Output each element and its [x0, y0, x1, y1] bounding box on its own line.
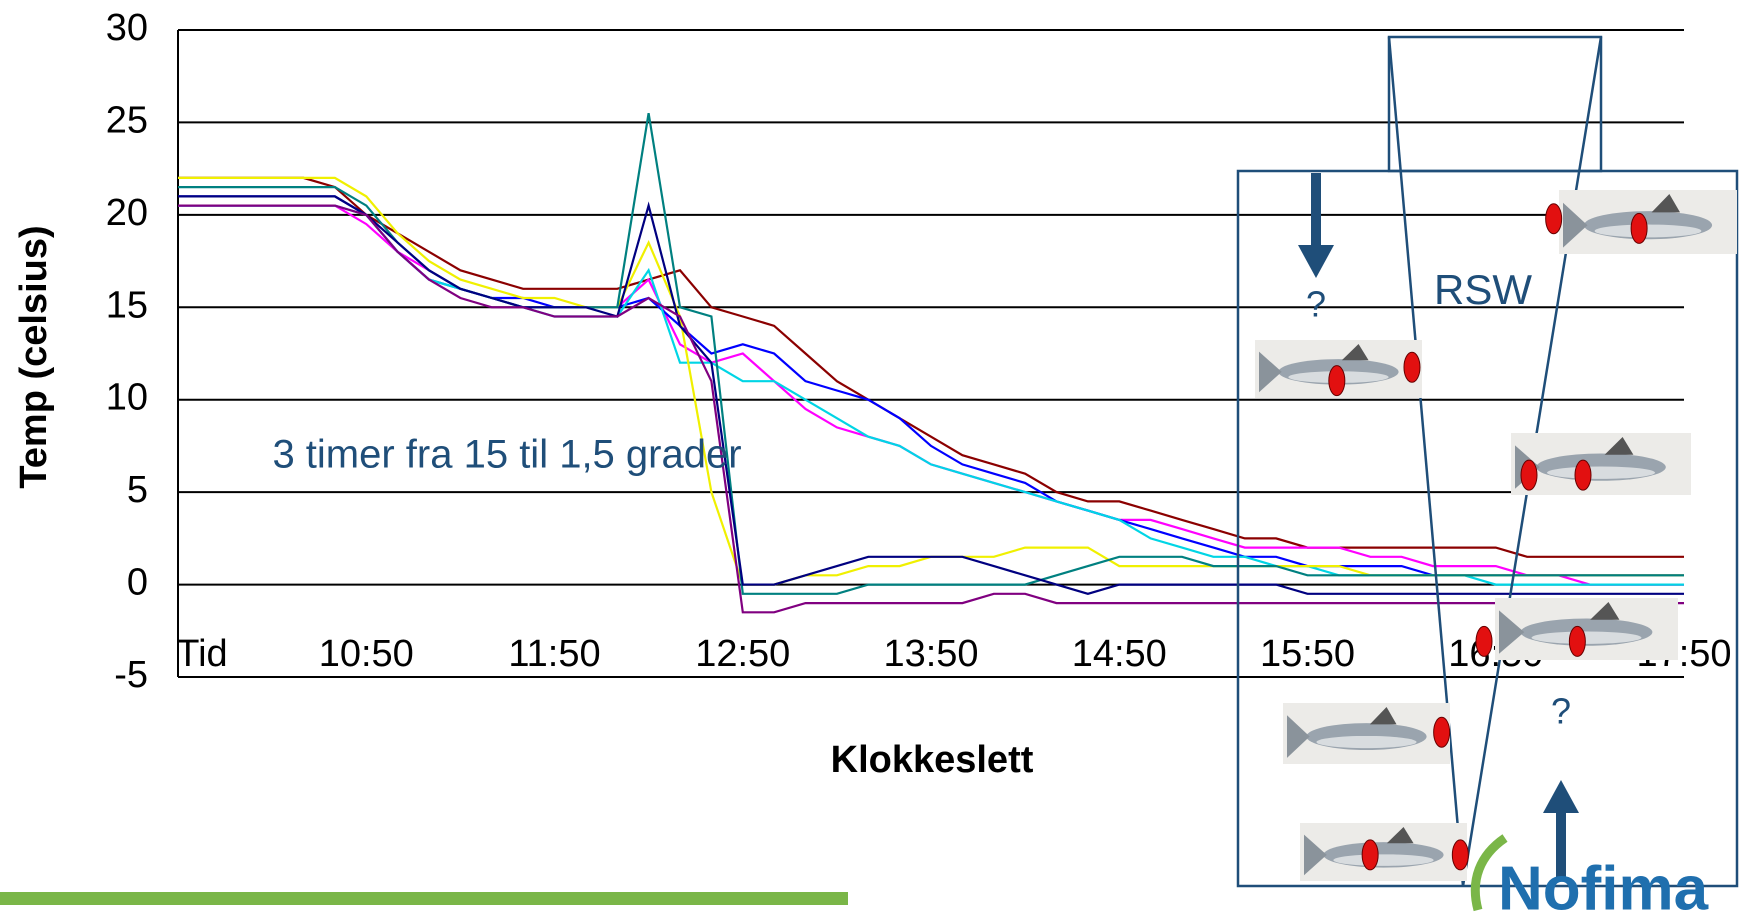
rsw-diagram: ? ? RSW — [1238, 37, 1737, 886]
fish-belly — [1532, 631, 1642, 643]
fish-belly — [1316, 736, 1416, 748]
chart: -5 0 5 10 15 20 25 30 Tid 10:50 11:50 12:50 13:50 14:… — [0, 0, 1749, 922]
fish-marker — [1476, 626, 1492, 656]
fish-marker — [1575, 460, 1591, 490]
series-line — [178, 206, 1684, 585]
box-top — [1389, 37, 1601, 171]
arrow-up-head — [1543, 780, 1579, 813]
y-tick-label: 5 — [127, 469, 148, 511]
series-line — [178, 196, 1684, 575]
series-line — [178, 178, 1684, 585]
fish-marker — [1546, 204, 1562, 234]
fish-marker — [1452, 840, 1468, 870]
y-tick-label: 0 — [127, 562, 148, 604]
fish-marker — [1434, 717, 1450, 747]
x-tick-label: 15:50 — [1260, 633, 1355, 675]
fish-marker — [1631, 213, 1647, 243]
x-tick-label: 11:50 — [508, 633, 600, 675]
series-line — [178, 206, 1684, 585]
y-tick-label: 15 — [106, 284, 148, 326]
arrow-down-head — [1298, 245, 1334, 278]
fish-marker — [1404, 352, 1420, 382]
series-line — [178, 113, 1684, 594]
y-tick-label: 10 — [106, 377, 148, 419]
y-tick-label: 30 — [106, 7, 148, 49]
fish-marker — [1362, 840, 1378, 870]
x-tick-label: 13:50 — [883, 633, 978, 675]
green-bar — [0, 892, 848, 905]
y-tick-label: 20 — [106, 192, 148, 234]
fish-marker — [1521, 460, 1537, 490]
x-tick-label: Tid — [176, 633, 227, 675]
fish-marker — [1329, 366, 1345, 396]
series-line — [178, 178, 1684, 557]
fish-belly — [1595, 225, 1702, 238]
logo: Nofima — [1498, 854, 1709, 922]
question-mark: ? — [1551, 691, 1571, 732]
x-axis-title: Klokkeslett — [831, 739, 1034, 781]
y-tick-label: -5 — [114, 654, 148, 696]
plot: -5 0 5 10 15 20 25 30 Tid 10:50 11:50 12:50 13:50 14:… — [106, 7, 1732, 696]
x-tick-label: 14:50 — [1072, 633, 1167, 675]
x-tick-label: 12:50 — [695, 633, 790, 675]
rsw-label: RSW — [1434, 266, 1532, 313]
fish-belly — [1333, 854, 1433, 866]
y-axis-title: Temp (celsius) — [13, 225, 55, 488]
annotation: 3 timer fra 15 til 1,5 grader — [272, 433, 741, 477]
fish-marker — [1569, 626, 1585, 656]
fish-belly — [1547, 466, 1655, 478]
x-tick-label: 10:50 — [319, 633, 414, 675]
y-tick-label: 25 — [106, 99, 148, 141]
question-mark: ? — [1306, 284, 1326, 325]
